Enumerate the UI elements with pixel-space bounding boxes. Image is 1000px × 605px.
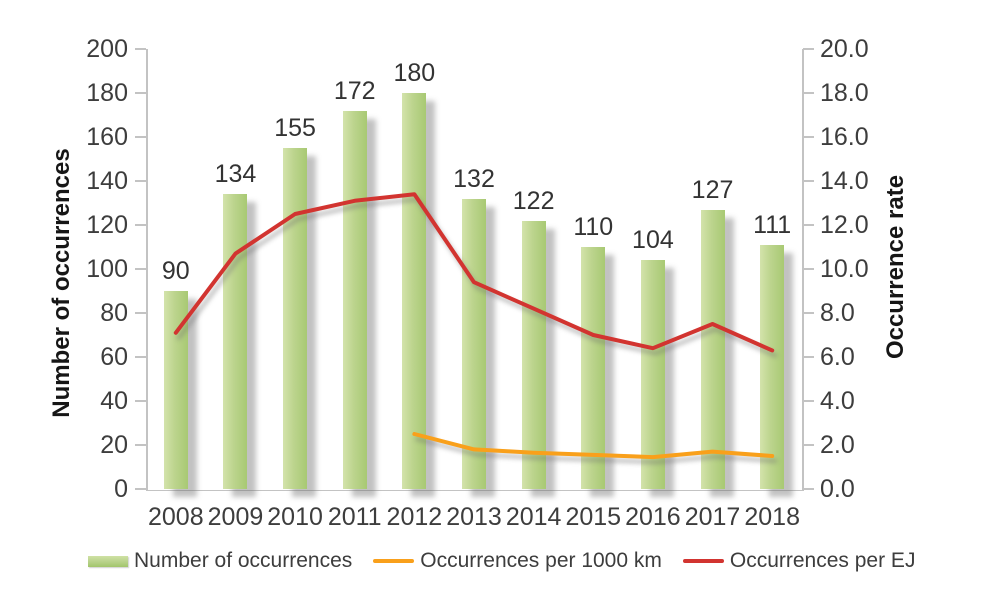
left-axis-tick [135, 400, 146, 402]
left-axis-tick-label: 20 [100, 431, 128, 459]
left-axis-tick-label: 120 [86, 211, 128, 239]
bar-value-label: 90 [161, 257, 190, 285]
x-axis-year-label: 2012 [386, 503, 443, 531]
x-axis-year-label: 2009 [207, 503, 264, 531]
right-axis-tick-label: 12.0 [820, 211, 869, 239]
left-axis-tick-label: 0 [114, 475, 128, 503]
bar-2018 [760, 244, 785, 489]
left-axis-tick-label: 80 [100, 299, 128, 327]
x-axis-year-label: 2015 [565, 503, 622, 531]
right-axis-tick-label: 16.0 [820, 123, 869, 151]
x-axis-year-label: 2011 [327, 503, 382, 531]
bar-value-label: 111 [753, 210, 792, 239]
bar-2016 [640, 260, 665, 489]
right-axis-tick [803, 488, 814, 490]
right-axis-tick-label: 6.0 [820, 343, 855, 371]
right-axis-tick [803, 224, 814, 226]
bar-2009 [223, 194, 248, 489]
bar-2013 [462, 198, 486, 489]
left-axis-tick [135, 136, 146, 138]
right-axis-tick [803, 180, 814, 182]
bar-2012 [402, 93, 427, 489]
x-axis-year-label: 2016 [625, 503, 681, 531]
bar-2011 [342, 110, 367, 489]
bar-value-label: 172 [333, 76, 376, 105]
right-axis-tick-label: 14.0 [820, 167, 869, 195]
x-axis-year-label: 2010 [267, 503, 323, 531]
left-axis-tick-label: 160 [86, 123, 128, 151]
x-axis-year-label: 2008 [148, 503, 204, 531]
right-axis-tick-label: 18.0 [820, 79, 869, 107]
left-axis-tick [135, 92, 146, 94]
right-axis-tick [803, 400, 814, 402]
bar-value-label: 180 [393, 59, 436, 87]
bar-value-label: 132 [453, 164, 495, 193]
right-axis-tick-label: 8.0 [820, 299, 855, 327]
legend-label: Number of occurrences [134, 549, 353, 572]
legend-line-swatch [682, 558, 724, 564]
left-axis-line [146, 49, 148, 490]
left-axis-tick [135, 268, 146, 270]
bar-value-label: 122 [512, 186, 555, 215]
left-axis-tick [135, 312, 146, 314]
right-axis-tick [803, 444, 814, 446]
bar-2015 [581, 247, 606, 489]
legend-item: Occurrences per 1000 km [373, 549, 662, 573]
right-axis-tick [803, 268, 814, 270]
bar-2010 [283, 148, 308, 489]
left-axis-tick-label: 60 [100, 343, 128, 371]
left-axis-tick-label: 140 [86, 167, 128, 195]
bar-value-label: 134 [214, 160, 257, 189]
bar-value-label: 155 [274, 114, 316, 142]
right-axis-line [802, 49, 804, 490]
x-axis-year-label: 2014 [505, 503, 562, 531]
right-axis-tick-label: 4.0 [820, 387, 855, 415]
left-axis-tick-label: 200 [86, 35, 128, 63]
legend-line-swatch [373, 558, 415, 564]
right-axis-tick-label: 20.0 [820, 35, 869, 63]
legend-item: Occurrences per EJ [682, 549, 916, 573]
left-axis-tick [135, 224, 146, 226]
right-axis-tick-label: 10.0 [820, 255, 869, 283]
right-axis-tick [803, 312, 814, 314]
x-axis-line [146, 489, 804, 491]
x-axis-year-label: 2013 [446, 503, 502, 531]
right-axis-tick [803, 136, 814, 138]
bar-2008 [163, 291, 188, 489]
bar-value-label: 110 [573, 213, 614, 241]
right-axis-tick [803, 48, 814, 50]
bar-2017 [700, 209, 725, 489]
bar-2014 [521, 220, 546, 489]
x-axis-year-label: 2017 [684, 503, 741, 531]
legend-label: Occurrences per 1000 km [420, 549, 662, 572]
bar-value-label: 127 [691, 175, 734, 204]
legend: Number of occurrences Occurrences per 100… [88, 549, 915, 573]
left-axis-tick [135, 444, 146, 446]
right-axis-tick [803, 356, 814, 358]
left-axis-tick-label: 180 [86, 79, 128, 107]
left-axis-tick [135, 48, 146, 50]
right-axis-tick-label: 0.0 [820, 475, 855, 503]
bar-value-label: 104 [632, 226, 674, 255]
legend-item: Number of occurrences [88, 549, 352, 573]
left-axis-tick-label: 40 [100, 387, 128, 415]
left-axis-tick-label: 100 [86, 255, 128, 283]
left-axis-tick [135, 488, 146, 490]
legend-label: Occurrences per EJ [729, 549, 916, 572]
left-axis-tick [135, 356, 146, 358]
legend-bar-swatch [88, 555, 128, 567]
right-axis-tick [803, 92, 814, 94]
left-axis-tick [135, 180, 146, 182]
x-axis-year-label: 2018 [744, 503, 800, 531]
right-axis-tick-label: 2.0 [820, 431, 855, 459]
